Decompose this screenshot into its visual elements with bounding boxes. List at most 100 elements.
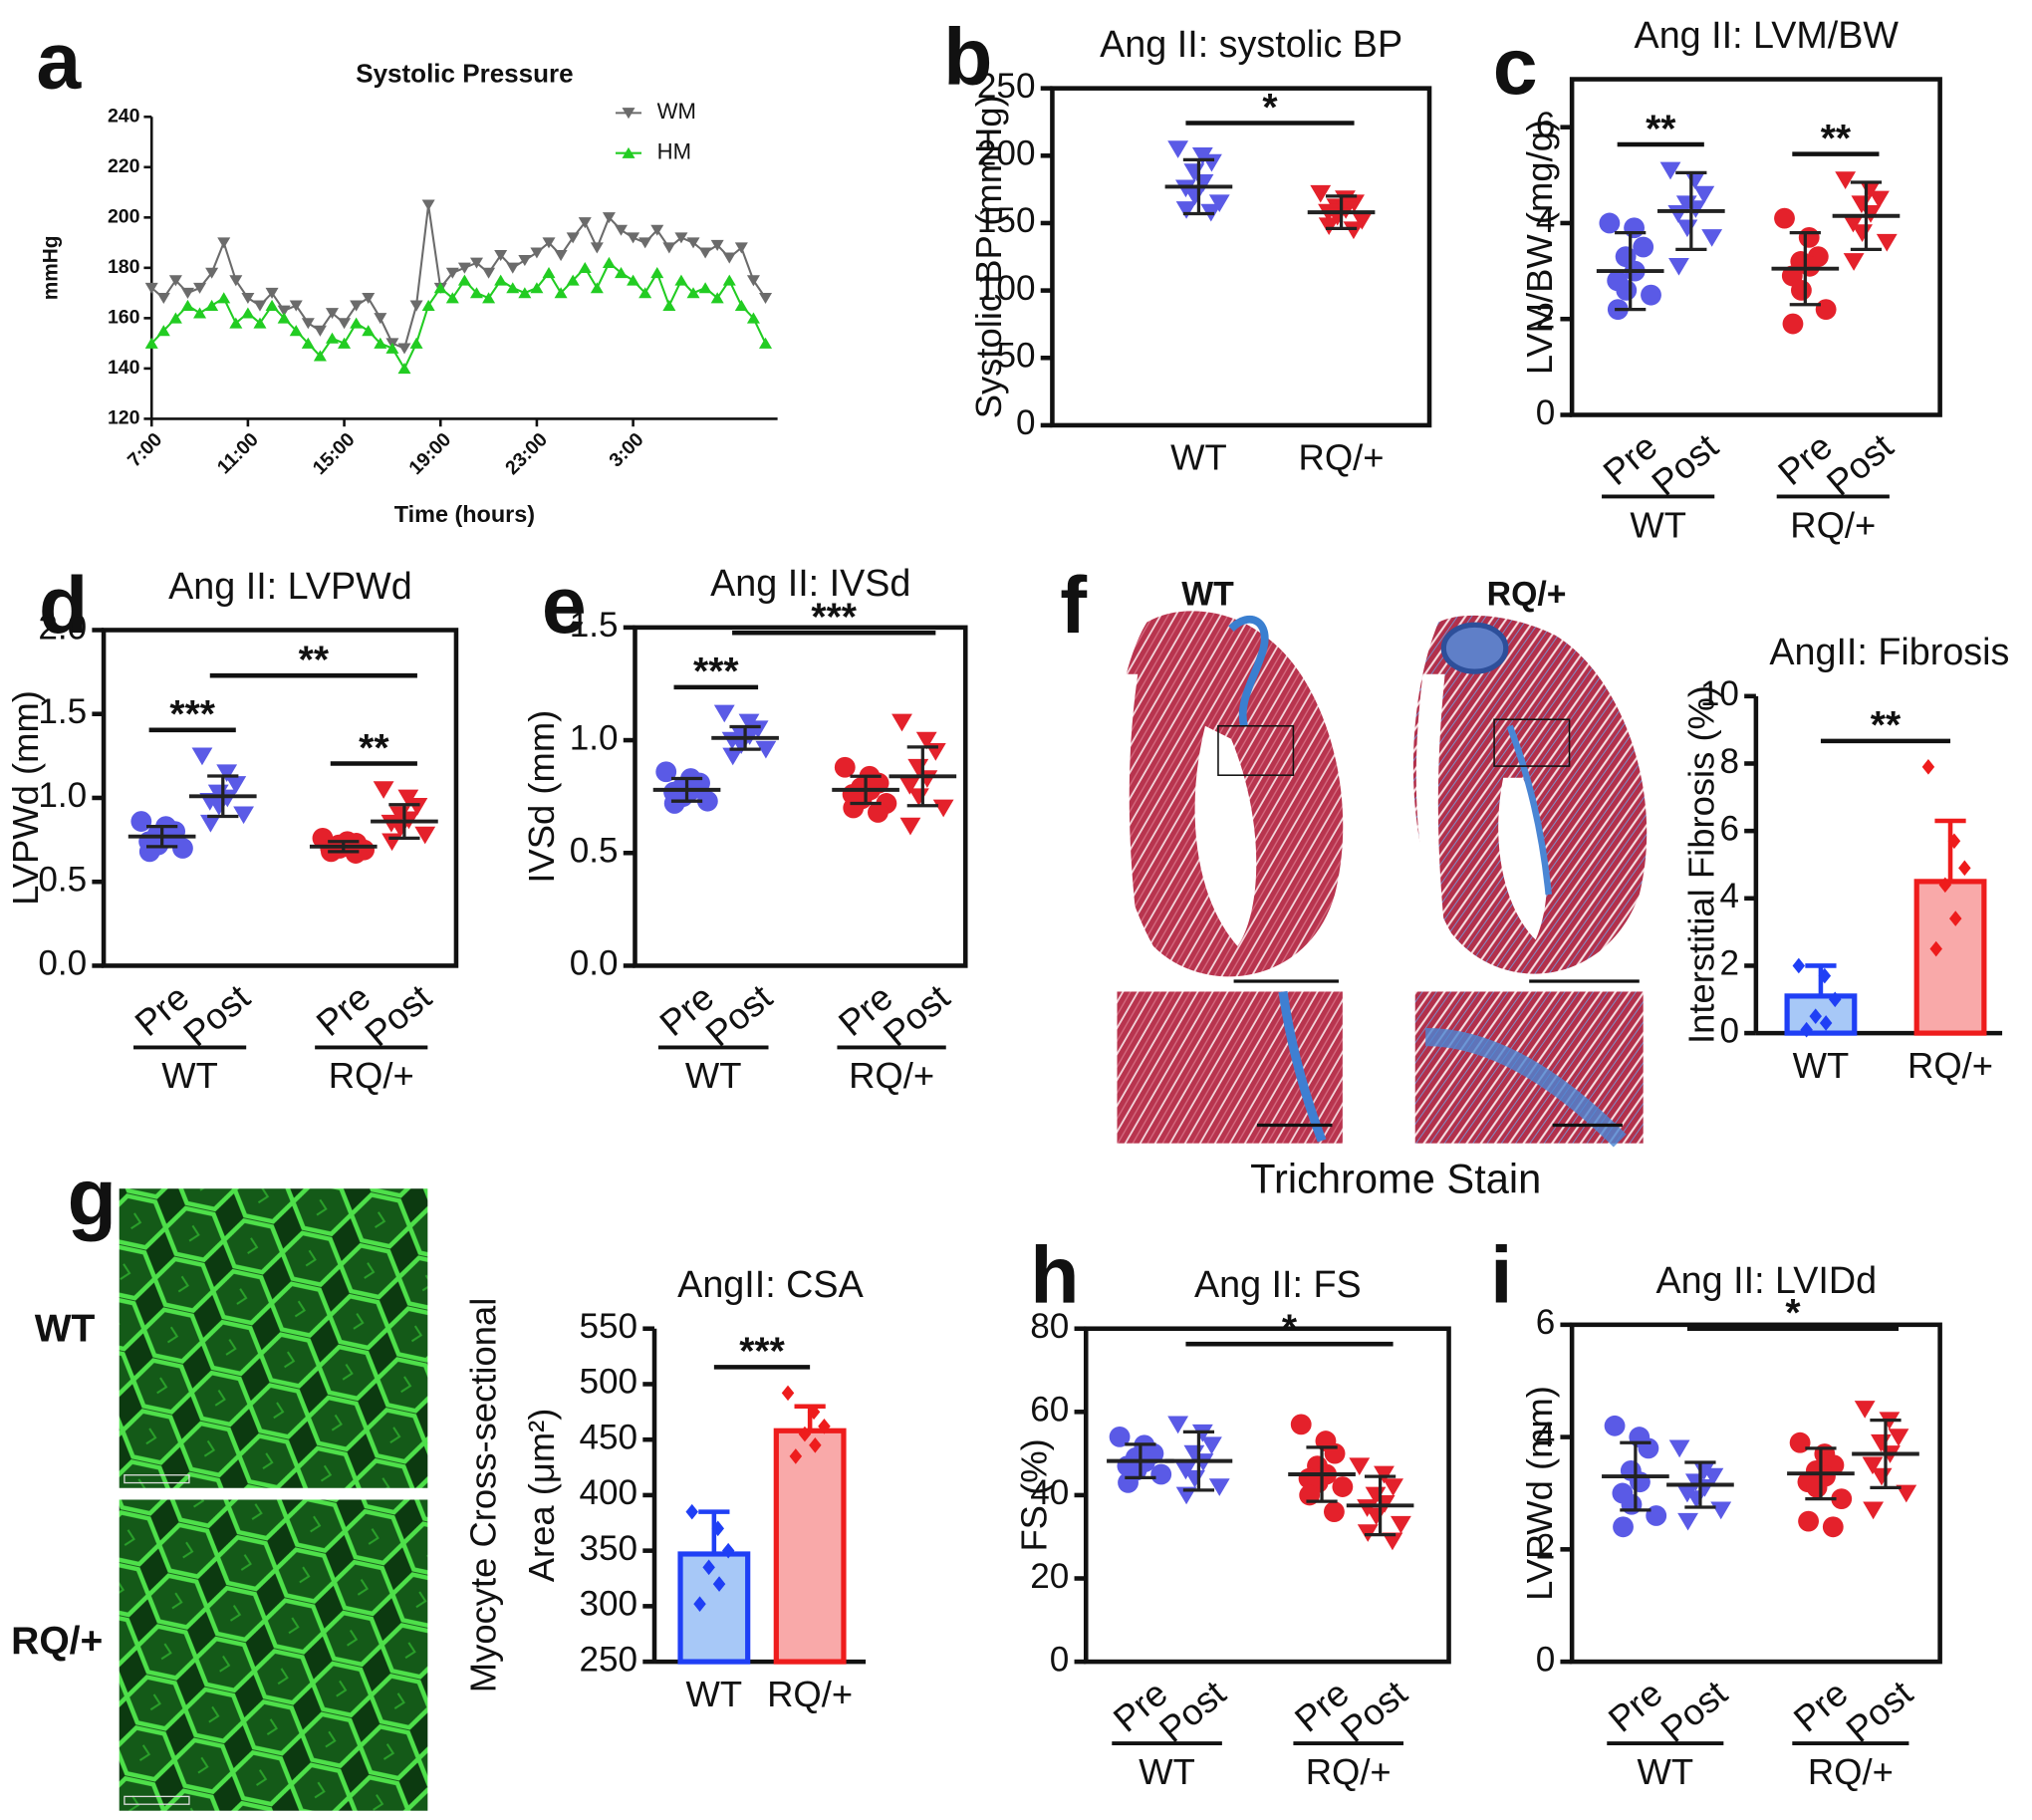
heart-images (1104, 611, 1648, 1148)
category-label: Post (1333, 1673, 1414, 1750)
data-point (713, 704, 735, 723)
y-tick-label: 50 (996, 337, 1035, 376)
data-point (1806, 1476, 1828, 1498)
y-tick-label: 1.0 (570, 718, 619, 757)
series-marker (338, 337, 352, 349)
data-point (233, 806, 254, 825)
series-marker (615, 224, 629, 236)
series-marker (325, 332, 339, 344)
y-tick-label: 0 (1050, 1640, 1070, 1679)
y-tick-label: 2 (1536, 298, 1556, 337)
series-marker (229, 275, 243, 287)
data-point (915, 731, 937, 750)
group-label: WT (1638, 1751, 1694, 1792)
chart-title: Ang II: systolic BP (1100, 23, 1402, 65)
category-label: Post (1839, 1673, 1920, 1750)
data-point (172, 838, 193, 859)
data-point (1799, 255, 1821, 277)
y-tick-label: 40 (1030, 1473, 1069, 1512)
data-point (1792, 957, 1806, 974)
series-marker (734, 299, 748, 311)
series-marker (350, 317, 364, 329)
data-point (1896, 1484, 1917, 1503)
plot-frame (1569, 77, 1942, 417)
group-label: RQ/+ (1306, 1751, 1392, 1792)
series-marker (650, 267, 664, 279)
data-point (1343, 221, 1365, 240)
category-label: WT (1793, 1045, 1850, 1086)
image-label: RQ/+ (11, 1620, 103, 1663)
group-label: RQ/+ (1808, 1751, 1894, 1792)
category-label: RQ/+ (1907, 1045, 1993, 1086)
data-point (1633, 236, 1654, 258)
series-marker (554, 250, 568, 262)
category-label: Post (357, 976, 438, 1054)
y-tick-label: 0 (1016, 403, 1036, 442)
category-label: Pre (1601, 1673, 1670, 1740)
series-marker (265, 287, 279, 299)
series-marker (674, 274, 688, 286)
group-label: WT (685, 1055, 742, 1096)
data-point (406, 798, 428, 816)
series-marker (193, 282, 207, 294)
data-point (1604, 1415, 1626, 1436)
data-point (721, 1542, 735, 1559)
series-marker (156, 292, 170, 305)
x-tick-label: 19:00 (404, 428, 455, 479)
series-marker (144, 282, 158, 294)
data-point (1349, 1457, 1371, 1476)
chart-title: AngII: CSA (677, 1263, 864, 1305)
series-marker (338, 318, 352, 330)
data-point (1201, 1436, 1222, 1455)
data-point (693, 1596, 706, 1612)
data-point (1702, 1467, 1724, 1486)
rq-inset-box (1493, 718, 1571, 767)
series-marker (277, 312, 291, 324)
chart-title: AngII: Fibrosis (1769, 631, 2009, 672)
y-tick-label: 20 (1030, 1557, 1069, 1596)
series-marker (482, 267, 496, 279)
data-point (1863, 1501, 1885, 1520)
y-tick-label: 1.5 (38, 692, 87, 731)
series-marker (253, 317, 267, 329)
y-tick-label: 250 (977, 67, 1036, 106)
series-marker (180, 287, 194, 299)
series-marker (397, 343, 411, 355)
data-point (1921, 759, 1935, 775)
series-marker (229, 317, 243, 329)
series-marker (627, 232, 640, 244)
series-marker (469, 257, 484, 269)
series-marker (374, 337, 387, 349)
plot-frame (633, 625, 968, 968)
data-point (1318, 217, 1340, 236)
y-tick-label: 200 (977, 134, 1036, 173)
series-marker (638, 287, 652, 299)
rq-aorta (1440, 622, 1509, 674)
y-tick-label: 550 (580, 1307, 638, 1346)
plot-frame (1083, 1326, 1451, 1665)
y-tick-label: 6 (1536, 1303, 1556, 1342)
data-point (1175, 201, 1197, 219)
y-tick-label: 4 (1536, 1416, 1556, 1454)
data-point (200, 814, 221, 833)
y-tick-label: 2 (1719, 944, 1739, 983)
legend-marker (622, 146, 635, 158)
x-tick-label: 15:00 (309, 428, 360, 479)
data-point (932, 799, 954, 818)
data-point (1621, 1493, 1643, 1515)
chart-title: Ang II: LVPWd (168, 565, 412, 607)
category-label: WT (1170, 437, 1227, 478)
legend-label: HM (657, 139, 691, 164)
chart-title: Ang II: IVSd (710, 562, 910, 604)
series-marker (506, 262, 520, 274)
y-tick-label: 180 (108, 256, 140, 278)
series-marker (746, 275, 760, 287)
series-marker (722, 274, 736, 286)
series-marker (566, 274, 580, 286)
data-point (1819, 1015, 1833, 1031)
x-tick-label: 11:00 (213, 428, 263, 478)
series-marker (374, 313, 387, 325)
wt-cavity-right (1104, 673, 1141, 953)
